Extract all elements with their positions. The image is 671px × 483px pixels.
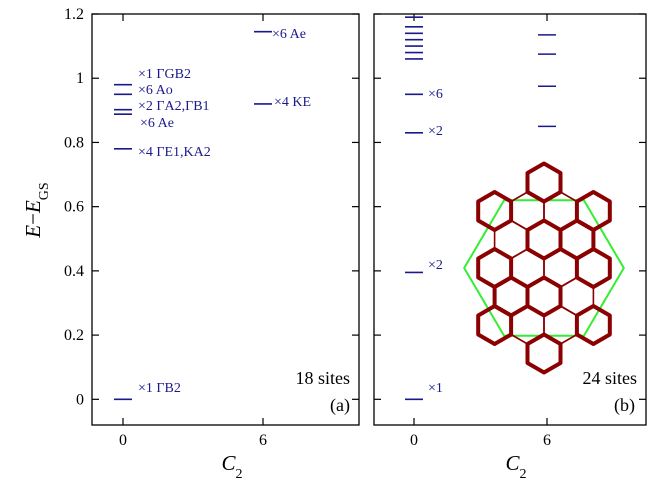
- y-tick-label: 1: [76, 70, 84, 87]
- x-tick-label: 0: [410, 432, 418, 449]
- x-tick-label: 0: [119, 432, 127, 449]
- sites-label-b: 24 sites: [582, 368, 637, 388]
- level-annotation: ×6 Ae: [140, 116, 174, 131]
- y-tick-label: 0.6: [64, 199, 84, 216]
- plot-frame-a: [91, 13, 360, 426]
- panel-a: 0 0.2 0.4 0.6 0.8 1 1.2 0 6 ×1 ΓB2 ×4 ΓE1,KA2 ×6 Ae…: [64, 6, 360, 449]
- hexagon-cell: [476, 304, 514, 346]
- hexagon-cell: [525, 161, 563, 204]
- panel-b: 0 6 ×1 ×2 ×2 ×6: [373, 13, 647, 449]
- cluster-boundary: [463, 199, 625, 337]
- level-annotation: ×2 ΓA2,ΓB1: [138, 99, 210, 114]
- panel-letter-b: (b): [614, 395, 635, 416]
- level-annotation: ×1: [428, 381, 443, 396]
- hexagon-cell: [574, 247, 612, 289]
- level-annotation: ×1 ΓB2: [138, 381, 181, 396]
- level-annotation: ×6 Ae: [272, 27, 306, 42]
- sites-label-a: 18 sites: [295, 368, 350, 388]
- hexagon-cell: [525, 332, 563, 375]
- hexagon-cell: [525, 218, 563, 261]
- level-annotation: ×6: [428, 87, 443, 102]
- hexagon-cell: [525, 275, 563, 318]
- hexagon-cell: [574, 304, 612, 346]
- x-axis-label-a: C2: [221, 451, 242, 482]
- level-annotation: ×4 ΓE1,KA2: [138, 145, 211, 160]
- y-tick-label: 0: [76, 391, 84, 408]
- plot-frame-b: [373, 13, 647, 426]
- y-tick-label: 1.2: [64, 6, 84, 23]
- x-tick-label: 6: [543, 432, 551, 449]
- y-tick-label: 0.8: [64, 134, 84, 151]
- hexagon-cell: [476, 190, 514, 232]
- panel-letter-a: (a): [330, 395, 350, 416]
- honeycomb-cluster-inset: [463, 161, 625, 375]
- y-tick-label: 0.2: [64, 327, 84, 344]
- level-annotation: ×2: [428, 124, 443, 139]
- level-annotation: ×4 KE: [274, 95, 311, 110]
- level-annotation: ×2: [428, 258, 443, 273]
- y-axis-label: E−EGS: [21, 182, 52, 238]
- x-tick-label: 6: [259, 432, 267, 449]
- level-annotation: ×6 Ao: [138, 83, 173, 98]
- level-annotation: ×1 ΓGB2: [138, 67, 191, 82]
- y-tick-label: 0.4: [64, 263, 84, 280]
- x-axis-label-b: C2: [505, 451, 526, 482]
